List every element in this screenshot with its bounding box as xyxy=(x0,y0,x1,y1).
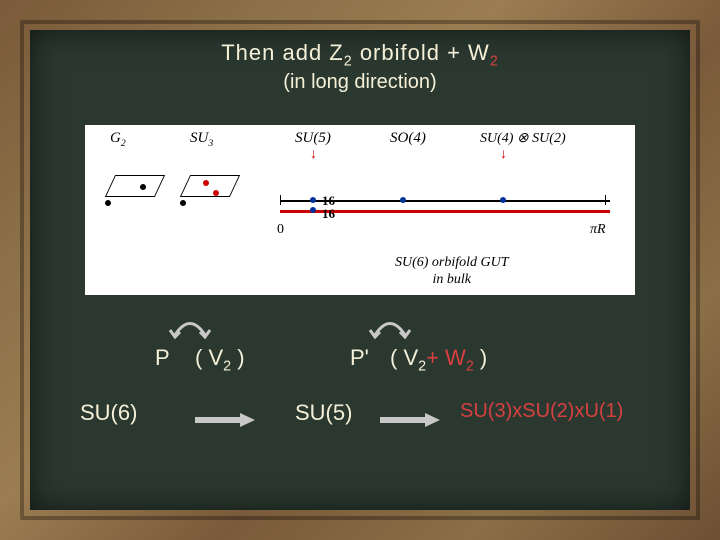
curved-arrow-icon xyxy=(165,310,215,340)
dot-icon xyxy=(140,184,146,190)
title-line2: (in long direction) xyxy=(30,71,690,94)
dot-icon xyxy=(180,200,186,206)
title-z2-sub: 2 xyxy=(344,53,353,69)
parallelogram-g2 xyxy=(105,175,165,197)
header-g2: G2 xyxy=(110,130,126,149)
diagram-panel: G2 SU3 SU(5) SO(4) SU(4) ⊗ SU(2) ↓ ↓ xyxy=(85,125,635,295)
p-label: P xyxy=(155,345,170,371)
su5-label: SU(5) xyxy=(295,400,352,426)
parallelogram-su3 xyxy=(180,175,240,197)
curved-arrow-icon xyxy=(365,310,415,340)
dot-blue-icon xyxy=(400,197,406,203)
header-su3: SU3 xyxy=(190,130,213,149)
pprime-expr: ( V2+ W2 ) xyxy=(390,345,487,374)
dot-red-icon xyxy=(203,180,209,186)
dot-icon xyxy=(105,200,111,206)
tick-icon xyxy=(280,195,281,205)
arrow-right-icon xyxy=(195,413,255,427)
label-zero: 0 xyxy=(277,222,284,238)
shapes-row: 16 16 0 πR xyxy=(85,160,635,215)
wood-frame: Then add Z2 orbifold + W2 (in long direc… xyxy=(0,0,720,540)
arrow-right-icon xyxy=(380,413,440,427)
title-line1: Then add Z2 orbifold + W2 xyxy=(30,30,690,69)
label-16: 16 xyxy=(322,206,335,222)
dot-blue-icon xyxy=(310,207,316,213)
header-su5: SU(5) xyxy=(295,130,331,147)
su6-label: SU(6) xyxy=(80,400,137,426)
title-mid: orbifold + W xyxy=(353,40,490,65)
tick-icon xyxy=(605,195,606,205)
chalkboard: Then add Z2 orbifold + W2 (in long direc… xyxy=(30,30,690,510)
dot-blue-icon xyxy=(500,197,506,203)
dot-blue-icon xyxy=(310,197,316,203)
p-expr: ( V2 ) xyxy=(195,345,245,374)
bulk-line1: SU(6) orbifold GUT xyxy=(395,255,509,272)
bulk-line2: in bulk xyxy=(395,272,509,289)
dot-red-icon xyxy=(213,190,219,196)
title-prefix: Then add Z xyxy=(221,40,344,65)
label-piR: πR xyxy=(590,222,606,238)
title-w2-sub: 2 xyxy=(490,53,499,69)
su-final-label: SU(3)xSU(2)xU(1) xyxy=(460,400,623,423)
header-su4su2: SU(4) ⊗ SU(2) xyxy=(480,130,566,147)
bulk-caption: SU(6) orbifold GUT in bulk xyxy=(395,255,509,289)
header-so4: SO(4) xyxy=(390,130,426,147)
pprime-label: P' xyxy=(350,345,369,371)
